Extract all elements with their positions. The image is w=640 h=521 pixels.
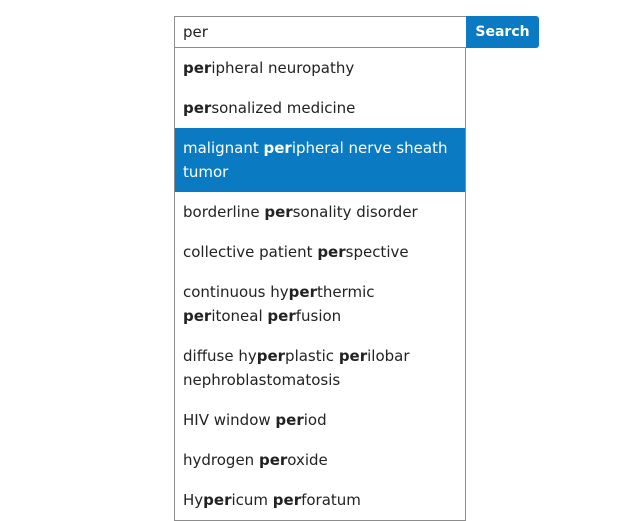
suggestion-text: collective patient	[183, 243, 318, 261]
suggestion-match-text: per	[183, 307, 212, 325]
suggestion-match-text: per	[317, 243, 346, 261]
suggestion-text: borderline	[183, 203, 265, 221]
suggestion-text: ipheral neuropathy	[211, 59, 355, 77]
suggestion-item[interactable]: peripheral neuropathy	[175, 48, 465, 88]
suggestion-match-text: per	[288, 283, 317, 301]
suggestion-item[interactable]: malignant peripheral nerve sheath tumor	[175, 128, 465, 192]
suggestion-match-text: per	[183, 99, 212, 117]
suggestion-item[interactable]: collective patient perspective	[175, 232, 465, 272]
suggestion-match-text: per	[203, 491, 232, 509]
suggestion-text: plastic	[285, 347, 339, 365]
suggestion-text: sonality disorder	[292, 203, 418, 221]
suggestion-match-text: per	[267, 307, 296, 325]
suggestion-match-text: per	[264, 203, 293, 221]
suggestion-match-text: per	[275, 411, 304, 429]
suggestion-text: HIV window	[183, 411, 276, 429]
suggestion-match-text: per	[272, 491, 302, 509]
search-input[interactable]	[174, 16, 466, 48]
suggestion-match-text: per	[183, 59, 212, 77]
suggestion-item[interactable]: Hypericum perforatum	[175, 480, 465, 520]
suggestion-item[interactable]: hydrogen peroxide	[175, 440, 465, 480]
suggestion-text: ilobar nephroblastomatosis	[183, 347, 410, 389]
suggestion-text: hydrogen	[183, 451, 259, 469]
suggestion-text: iod	[303, 411, 327, 429]
suggestion-text: Hy	[183, 491, 204, 509]
suggestion-text: foratum	[301, 491, 361, 509]
suggestion-text: ipheral nerve sheath tumor	[183, 139, 448, 181]
suggestion-item[interactable]: diffuse hyperplastic perilobar nephrobla…	[175, 336, 465, 400]
suggestion-text: continuous hy	[183, 283, 289, 301]
suggestion-match-text: per	[256, 347, 286, 365]
suggestion-text: thermic	[316, 283, 375, 301]
suggestion-text: fusion	[295, 307, 342, 325]
suggestion-match-text: per	[263, 139, 292, 157]
suggestion-match-text: per	[258, 451, 288, 469]
suggestion-match-text: per	[338, 347, 368, 365]
suggestion-text: icum	[231, 491, 273, 509]
autocomplete-suggestions: peripheral neuropathy personalized medici…	[174, 48, 466, 521]
suggestion-item[interactable]: borderline personality disorder	[175, 192, 465, 232]
suggestion-text: itoneal	[211, 307, 268, 325]
suggestion-text: spective	[345, 243, 409, 261]
suggestion-item[interactable]: continuous hyperthermic peritoneal perfu…	[175, 272, 465, 336]
suggestion-text: malignant	[183, 139, 264, 157]
search-button[interactable]: Search	[466, 16, 539, 48]
suggestion-text: diffuse hy	[183, 347, 257, 365]
suggestion-text: sonalized medicine	[211, 99, 356, 117]
suggestion-item[interactable]: personalized medicine	[175, 88, 465, 128]
suggestion-text: oxide	[287, 451, 328, 469]
suggestion-item[interactable]: HIV window period	[175, 400, 465, 440]
